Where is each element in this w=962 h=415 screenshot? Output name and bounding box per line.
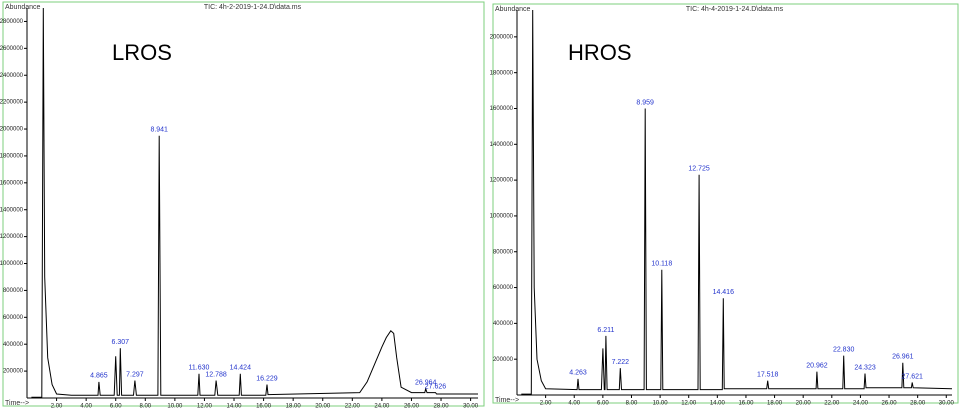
y-tick-label: 800000: [493, 249, 514, 255]
x-tick-label: 8.00: [626, 401, 638, 407]
x-tick-label: 4.00: [80, 404, 92, 410]
peak-label: 14.416: [713, 289, 735, 296]
x-tick-label: 6.00: [110, 404, 122, 410]
x-tick-label: 26.00: [882, 401, 898, 407]
peak-label: 20.962: [806, 363, 828, 370]
y-tick-label: 1000000: [490, 214, 514, 220]
x-tick-label: 18.00: [767, 401, 783, 407]
y-axis-label: Abundance: [495, 6, 531, 13]
peak-label: 27.621: [902, 373, 924, 380]
peak-label: 7.297: [126, 371, 144, 378]
plot-frame: [492, 3, 959, 404]
peak-label: 12.788: [205, 371, 227, 378]
header: TIC: 4h-2-2019-1-24.D\data.ms: [204, 4, 302, 11]
trace: [31, 8, 478, 398]
x-tick-label: 30.00: [463, 404, 479, 410]
peak-label: 26.961: [892, 354, 914, 361]
peak-label: 27.626: [425, 383, 447, 390]
sample-label: HROS: [568, 40, 632, 65]
peak-label: 24.323: [854, 364, 876, 371]
x-tick-label: 14.00: [710, 401, 726, 407]
peak-label: 11.630: [189, 365, 210, 372]
y-tick-label: 1000000: [0, 261, 24, 267]
peak-label: 4.865: [90, 373, 108, 380]
peak-label: 8.941: [150, 127, 168, 134]
plot-frame: [2, 1, 485, 407]
x-axis-label: Time-->: [495, 397, 519, 404]
x-tick-label: 12.00: [197, 404, 213, 410]
peak-label: 6.307: [111, 339, 129, 346]
x-tick-label: 28.00: [910, 401, 926, 407]
peak-label: 7.222: [612, 359, 630, 366]
y-tick-label: 2000000: [0, 127, 24, 133]
x-tick-label: 8.00: [139, 404, 151, 410]
y-tick-label: 1400000: [490, 142, 514, 148]
peak-label: 26.964: [415, 379, 437, 386]
x-tick-label: 10.00: [167, 404, 183, 410]
y-tick-label: 2200000: [0, 100, 24, 106]
peak-label: 8.959: [636, 99, 654, 106]
y-tick-label: 600000: [493, 285, 514, 291]
x-tick-label: 18.00: [286, 404, 302, 410]
peak-label: 6.211: [597, 327, 614, 334]
x-tick-label: 20.00: [315, 404, 331, 410]
x-tick-label: 24.00: [853, 401, 869, 407]
x-tick-label: 2.00: [540, 401, 552, 407]
x-tick-label: 14.00: [227, 404, 243, 410]
x-tick-label: 4.00: [568, 401, 580, 407]
peak-label: 14.424: [230, 365, 252, 372]
x-tick-label: 30.00: [939, 401, 955, 407]
x-tick-label: 6.00: [597, 401, 609, 407]
x-tick-label: 10.00: [653, 401, 669, 407]
header: TIC: 4h-4-2019-1-24.D\data.ms: [686, 6, 784, 13]
x-tick-label: 24.00: [374, 404, 390, 410]
x-tick-label: 12.00: [681, 401, 697, 407]
y-tick-label: 1400000: [0, 207, 24, 213]
y-tick-label: 1200000: [0, 234, 24, 240]
peak-label: 10.118: [651, 260, 672, 267]
y-axis-label: Abundance: [5, 4, 41, 11]
y-tick-label: 1200000: [490, 178, 514, 184]
trace: [521, 10, 952, 395]
y-tick-label: 1600000: [0, 180, 24, 186]
x-tick-label: 28.00: [434, 404, 450, 410]
y-tick-label: 600000: [3, 315, 24, 321]
y-tick-label: 400000: [3, 342, 24, 348]
y-tick-label: 2400000: [0, 73, 24, 79]
x-tick-label: 26.00: [404, 404, 420, 410]
peak-label: 22.830: [833, 346, 855, 353]
y-tick-label: 2000000: [490, 34, 514, 40]
peak-label: 16.229: [256, 375, 278, 382]
x-tick-label: 16.00: [256, 404, 272, 410]
y-tick-label: 400000: [493, 321, 514, 327]
y-tick-label: 800000: [3, 288, 24, 294]
peak-label: 17.518: [757, 372, 779, 379]
x-tick-label: 2.00: [51, 404, 63, 410]
y-tick-label: 200000: [3, 369, 24, 375]
x-tick-label: 20.00: [796, 401, 812, 407]
sample-label: LROS: [112, 40, 172, 65]
x-tick-label: 22.00: [824, 401, 840, 407]
x-tick-label: 22.00: [345, 404, 361, 410]
x-axis-label: Time-->: [5, 400, 29, 407]
y-tick-label: 1600000: [490, 106, 514, 112]
y-tick-label: 2600000: [0, 46, 24, 52]
y-tick-label: 200000: [493, 357, 514, 363]
peak-label: 4.263: [569, 370, 587, 377]
y-tick-label: 1800000: [490, 70, 514, 76]
peak-label: 12.725: [688, 166, 710, 173]
x-tick-label: 16.00: [738, 401, 754, 407]
y-tick-label: 2800000: [0, 19, 24, 25]
y-tick-label: 1800000: [0, 154, 24, 160]
